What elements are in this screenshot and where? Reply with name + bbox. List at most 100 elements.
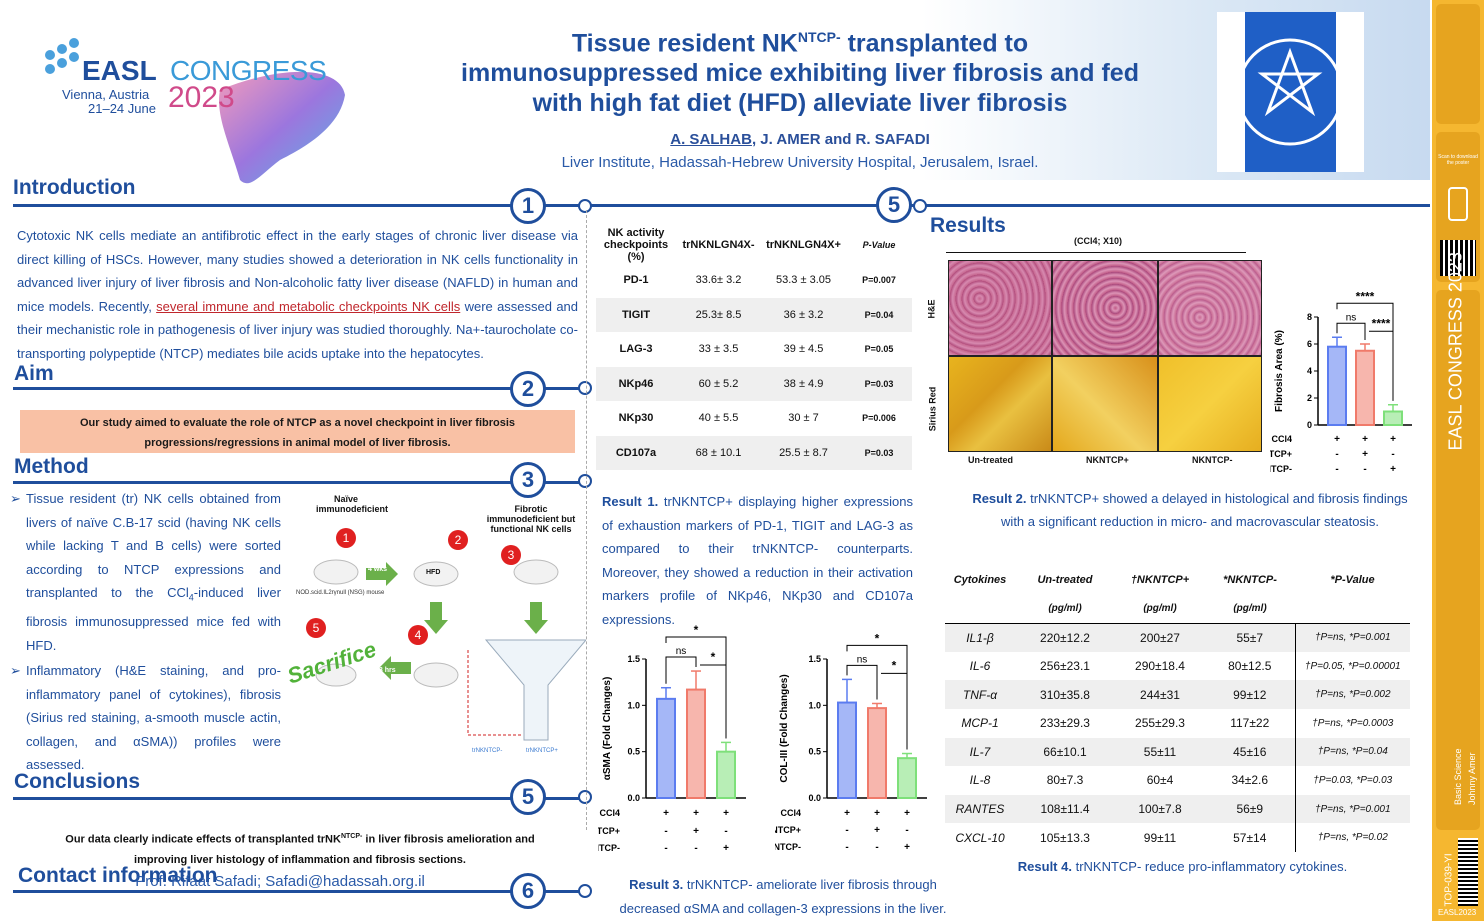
condition-mark: -: [694, 843, 697, 854]
y-tick-label: 2: [1307, 393, 1312, 403]
condition-mark: +: [693, 826, 699, 837]
table-unit: (pg/ml): [1048, 603, 1082, 615]
result-4-text: Result 4. trNKNTCP- reduce pro-inflammat…: [945, 855, 1420, 879]
results-title: Results: [930, 214, 1006, 237]
condition-label: NKNTCP-: [1270, 464, 1292, 474]
table-row: IL1-β 220±12.2 200±27 55±7 †P=ns, *P=0.001: [945, 623, 1410, 652]
sidebar-info-block: EASL CONGRESS 2023 Basic Science Johnny …: [1436, 252, 1480, 830]
condition-mark: +: [1362, 449, 1368, 460]
bar: [837, 701, 857, 799]
method-title: Method: [14, 455, 89, 478]
bar: [897, 757, 917, 800]
asma-chart: 0.0 0.5 1.0 1.5 αSMA (Fold Changes) + - - + + - + - +…: [598, 623, 746, 854]
introduction-text: Cytotoxic NK cells mediate an antifibrot…: [17, 224, 578, 365]
fibrotic-label: Fibrotic immunodeficient but functional …: [486, 504, 576, 534]
table-cell: 34±2.6: [1231, 773, 1269, 788]
qr-code[interactable]: [1440, 240, 1476, 276]
table-header: P-Value: [862, 240, 896, 250]
divider: [590, 204, 1430, 207]
table-cell: 33 ± 3.5: [698, 343, 739, 356]
title-line-2: immunosuppressed mice exhibiting liver f…: [461, 59, 1139, 88]
table-row: NKp30 40 ± 5.5 30 ± 7 P=0.006: [596, 401, 912, 436]
sidebar-code: TOP-039-YI: [1443, 853, 1455, 907]
nk-checkpoint-table: NK activity checkpoints (%) trNKNLGN4X- …: [596, 227, 912, 470]
col-label: NKNTCP-: [1192, 455, 1233, 465]
significance-label: ****: [1372, 316, 1391, 330]
arrow-bullet-icon: ➢: [10, 491, 21, 506]
condition-mark: -: [664, 826, 667, 837]
method-text: -induced liver fibrosis immunosuppressed…: [26, 585, 281, 653]
method-text: Tissue resident (tr) NK cells obtained f…: [26, 491, 281, 600]
table-cell: 255±29.3: [1135, 716, 1185, 731]
condition-label: NKNTCP+: [598, 826, 620, 836]
condition-mark: +: [1334, 434, 1340, 445]
bar: [716, 750, 736, 800]
y-axis-label: αSMA (Fold Changes): [602, 677, 613, 781]
condition-label: NKNTCP-: [598, 843, 620, 853]
table-header: trNKNLGN4X+: [766, 239, 841, 251]
condition-mark: -: [724, 826, 727, 837]
table-header: *P-Value: [1330, 574, 1375, 587]
title-sup: NTCP-: [797, 29, 841, 45]
contact-text[interactable]: Prof. Rifaat Safadi; Safadi@hadassah.org…: [135, 873, 425, 890]
y-tick-label: 0.0: [808, 793, 821, 803]
table-cell: IL1-β: [945, 623, 1015, 652]
condition-label: CCl4: [599, 808, 620, 818]
table-row: IL-6 256±23.1 290±18.4 80±12.5 †P=0.05, *P=0…: [945, 651, 1410, 681]
table-header: *NKNTCP-: [1223, 574, 1277, 587]
table-cell: 56±9: [1205, 794, 1295, 824]
table-cell: †P=ns, *P=0.001: [1294, 623, 1410, 652]
connector-dot: [578, 884, 592, 898]
table-unit: [1295, 595, 1410, 624]
y-tick-label: 1.5: [808, 654, 821, 664]
method-bullet: ➢ Tissue resident (tr) NK cells obtained …: [10, 487, 281, 657]
sidebar-code-wrap: TOP-039-YI: [1436, 838, 1456, 908]
table-cell: 68 ± 10.1: [676, 435, 761, 470]
divider: [13, 481, 583, 484]
table-cell: 33.6± 3.2: [695, 274, 742, 287]
table-row: CXCL-10 105±13.3 99±11 57±14 †P=ns, *P=0.02: [945, 823, 1410, 852]
col-label: NKNTCP+: [1086, 455, 1129, 465]
significance-label: ns: [1346, 312, 1357, 323]
table-row: PD-1 33.6± 3.2 53.3 ± 3.05 P=0.007: [596, 263, 912, 298]
hrs-label: 48 hrs: [375, 667, 396, 674]
bar: [686, 688, 706, 799]
authors: A. SALHAB, J. AMER and R. SAFADI: [540, 131, 1060, 148]
wks-label: 4 wks: [368, 566, 388, 573]
table-cell: P=0.007: [862, 275, 896, 286]
sidebar-qr-block: Scan to download the poster: [1436, 132, 1480, 282]
histology-image: [1158, 260, 1262, 356]
mouse-strain-label: NOD.scid.IL2rγnull (NSG) mouse: [296, 590, 385, 596]
concl-text: Our data clearly indicate effects of tra…: [65, 833, 341, 846]
connector-dot: [578, 381, 592, 395]
table-cell: 38 ± 4.9: [761, 366, 846, 401]
table-cell: 99±11: [1143, 830, 1177, 845]
table-header: trNKNLGN4X-: [682, 239, 755, 251]
table-unit: (pg/ml): [1233, 603, 1267, 615]
significance-label: *: [892, 658, 897, 672]
bar: [1355, 349, 1375, 426]
table-cell: IL-6: [969, 659, 991, 674]
significance-bracket: [1336, 322, 1366, 340]
table-cell: †P=ns, *P=0.04: [1294, 737, 1410, 767]
result-body: trNKNTCP+ showed a delayed in histologic…: [1001, 491, 1408, 529]
fibrosis-area-chart: 0 2 4 6 8 Fibrosis Area (%) + - - + + - + - + CCl4 NKNTC…: [1270, 289, 1412, 475]
histology-panel: (CCl4; X10) H&E Sirius Red Un-treated NK…: [927, 236, 1268, 466]
checkpoints-link[interactable]: several immune and metabolic checkpoints…: [156, 298, 461, 314]
affiliation: Liver Institute, Hadassah-Hebrew Univers…: [561, 154, 1039, 171]
condition-mark: +: [1362, 434, 1368, 445]
author-main: A. SALHAB: [670, 131, 752, 148]
y-axis-label: Fibrosis Area (%): [1274, 330, 1285, 412]
sidebar-logo-block: [1436, 4, 1480, 124]
table-cell: 66±10.1: [1015, 737, 1115, 767]
liver-graphic: [45, 38, 345, 184]
introduction-title: Introduction: [13, 176, 136, 199]
tr-neg-label: trNKNTCP-: [472, 748, 503, 754]
table-cell: 60 ± 5.2: [676, 366, 761, 401]
congress-dates: 21–24 June: [88, 101, 156, 116]
condition-label: NKNTCP+: [1270, 449, 1292, 459]
histology-magnification: (CCl4; X10): [1073, 236, 1122, 246]
sidebar-footer: EASL2023: [1438, 908, 1477, 917]
connector-dot: [578, 474, 592, 488]
table-cell: 80±12.5: [1228, 659, 1272, 674]
